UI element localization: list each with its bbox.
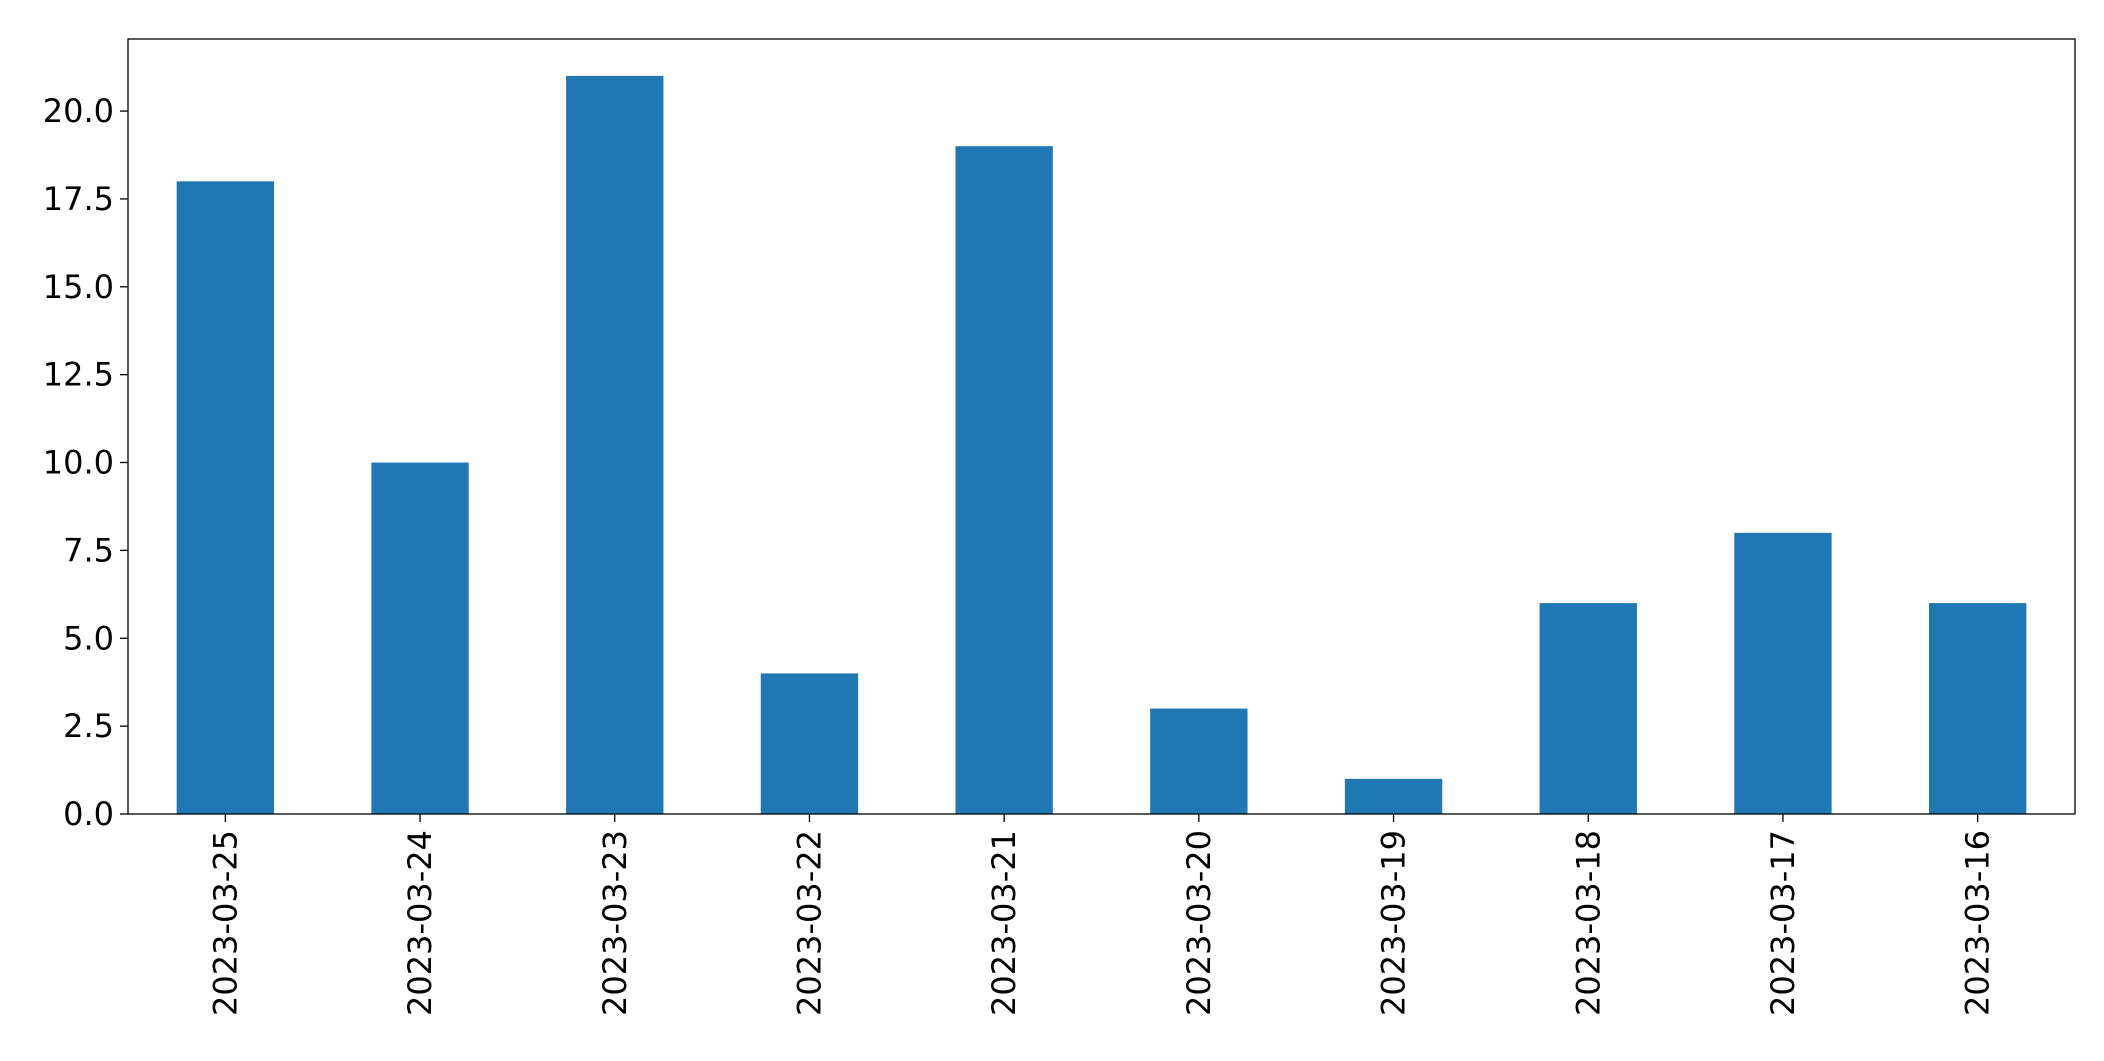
y-tick-label: 7.5 <box>63 531 114 569</box>
y-tick-label: 17.5 <box>43 180 114 218</box>
bar-2023-03-24 <box>371 462 469 814</box>
y-tick-label: 0.0 <box>63 795 114 833</box>
x-tick-label: 2023-03-20 <box>1180 830 1218 1016</box>
bar-2023-03-21 <box>955 146 1053 815</box>
y-tick-label: 2.5 <box>63 707 114 745</box>
x-tick-label: 2023-03-22 <box>790 830 828 1016</box>
bar-2023-03-22 <box>760 673 859 814</box>
y-tick-label: 20.0 <box>43 92 114 130</box>
bar-2023-03-25 <box>176 181 275 815</box>
plot-frame <box>127 38 2076 815</box>
y-tick-label: 15.0 <box>43 268 114 306</box>
x-tick-label: 2023-03-18 <box>1569 830 1607 1016</box>
y-axis: 0.0 2.5 5.0 7.5 10.0 12.5 15.0 17.5 20.0 <box>43 92 128 833</box>
bar-2023-03-19 <box>1344 778 1443 814</box>
bar-2023-03-17 <box>1734 532 1832 814</box>
x-tick-label: 2023-03-25 <box>206 830 244 1016</box>
bar-2023-03-20 <box>1150 708 1248 814</box>
x-tick-label: 2023-03-19 <box>1375 830 1413 1016</box>
x-tick-label: 2023-03-23 <box>596 830 634 1016</box>
y-tick-label: 10.0 <box>43 444 114 482</box>
x-tick-label: 2023-03-24 <box>401 830 439 1016</box>
x-tick-label: 2023-03-16 <box>1959 830 1997 1016</box>
x-axis: 2023-03-25 2023-03-24 2023-03-23 2023-03-22… <box>206 814 1997 1016</box>
x-tick-label: 2023-03-21 <box>985 830 1023 1016</box>
x-tick-label: 2023-03-17 <box>1764 830 1802 1016</box>
bar-2023-03-16 <box>1928 603 2027 814</box>
bar-2023-03-18 <box>1539 603 1637 814</box>
y-tick-label: 5.0 <box>63 619 114 657</box>
bar-2023-03-23 <box>566 75 664 814</box>
bars-layer <box>176 75 2027 815</box>
y-tick-label: 12.5 <box>43 356 114 394</box>
